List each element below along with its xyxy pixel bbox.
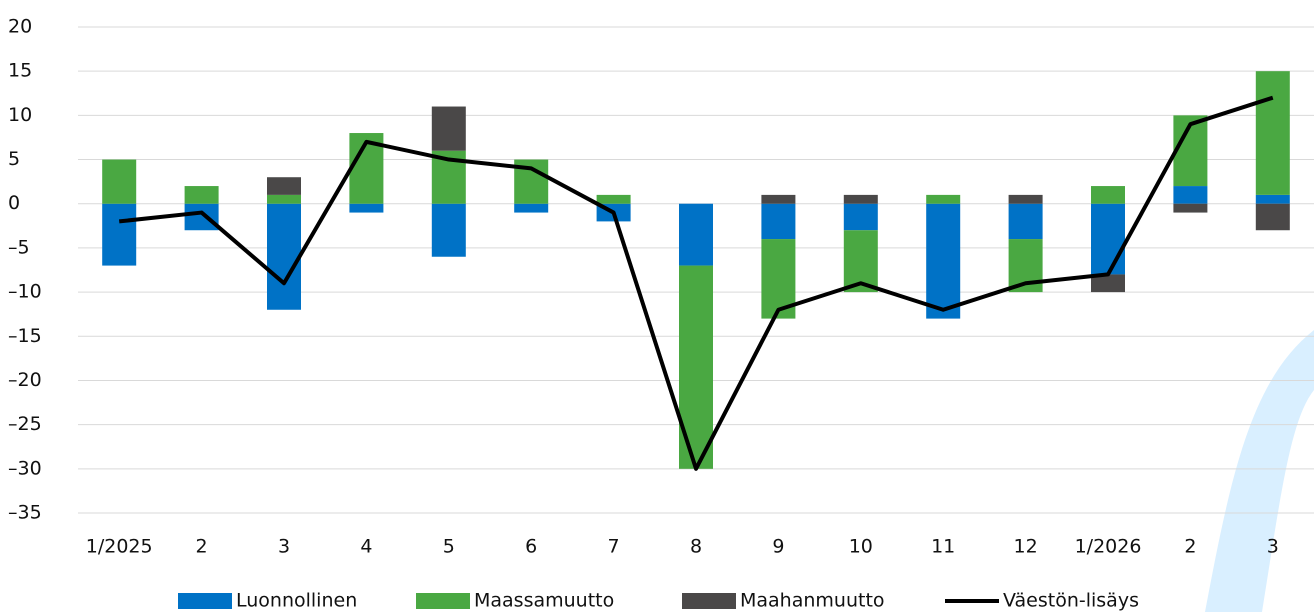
y-tick-label: 10 xyxy=(8,104,32,126)
legend-swatch xyxy=(178,593,232,609)
x-tick-label: 2 xyxy=(1184,536,1196,558)
x-tick-label: 9 xyxy=(772,536,784,558)
x-tick-label: 5 xyxy=(443,536,455,558)
y-tick-label: –35 xyxy=(8,502,42,524)
y-tick-label: –15 xyxy=(8,325,42,347)
bar xyxy=(1255,203,1290,231)
bar xyxy=(596,194,631,204)
bar xyxy=(926,203,961,319)
bar xyxy=(267,177,301,195)
x-tick-label: 8 xyxy=(690,536,702,558)
bar xyxy=(1173,203,1208,213)
bar xyxy=(843,194,878,204)
x-tick-label: 11 xyxy=(931,536,955,558)
bar xyxy=(267,194,301,204)
bar xyxy=(1255,71,1290,195)
bar xyxy=(843,203,878,231)
x-tick-label: 6 xyxy=(525,536,537,558)
bar xyxy=(102,203,137,266)
bar xyxy=(1091,274,1125,293)
bar xyxy=(1255,194,1290,204)
bar xyxy=(184,203,219,231)
bar xyxy=(1008,203,1043,240)
y-tick-label: –25 xyxy=(8,413,42,435)
bar xyxy=(1091,203,1125,275)
bar xyxy=(431,106,466,151)
bar xyxy=(349,203,384,213)
legend-label: Maahanmuutto xyxy=(740,590,885,612)
x-tick-label: 1/2025 xyxy=(86,536,153,558)
y-tick-label: –20 xyxy=(8,369,42,391)
bar xyxy=(431,203,466,257)
legend-label: Väestön-lisäys xyxy=(1003,590,1139,612)
bar xyxy=(679,203,713,266)
y-tick-label: 20 xyxy=(8,16,32,38)
bar xyxy=(761,194,796,204)
y-tick-label: 15 xyxy=(8,60,32,82)
y-tick-label: –30 xyxy=(8,457,42,479)
bar xyxy=(1008,194,1043,204)
y-tick-label: 0 xyxy=(8,192,20,214)
line xyxy=(118,95,1274,471)
legend-label: Maassamuutto xyxy=(474,590,614,612)
x-tick-label: 7 xyxy=(608,536,620,558)
decoration xyxy=(1205,330,1314,612)
bar xyxy=(102,159,137,204)
bar xyxy=(1091,186,1125,204)
bar xyxy=(761,203,796,240)
x-tick-label: 1/2026 xyxy=(1075,536,1142,558)
bar xyxy=(926,194,961,204)
y-tick-label: –5 xyxy=(8,236,30,258)
bar xyxy=(1173,186,1208,204)
legend-swatch xyxy=(682,593,736,609)
y-tick-label: –10 xyxy=(8,281,42,303)
x-tick-label: 12 xyxy=(1014,536,1038,558)
x-tick-label: 3 xyxy=(278,536,290,558)
legend-label: Luonnollinen xyxy=(236,590,357,612)
bar xyxy=(514,203,549,213)
bar xyxy=(267,203,301,310)
x-tick-label: 3 xyxy=(1267,536,1279,558)
x-tick-label: 2 xyxy=(196,536,208,558)
x-tick-label: 10 xyxy=(849,536,873,558)
x-tick-label: 4 xyxy=(360,536,372,558)
legend-swatch xyxy=(416,593,470,609)
bar xyxy=(184,186,219,204)
y-tick-label: 5 xyxy=(8,148,20,170)
